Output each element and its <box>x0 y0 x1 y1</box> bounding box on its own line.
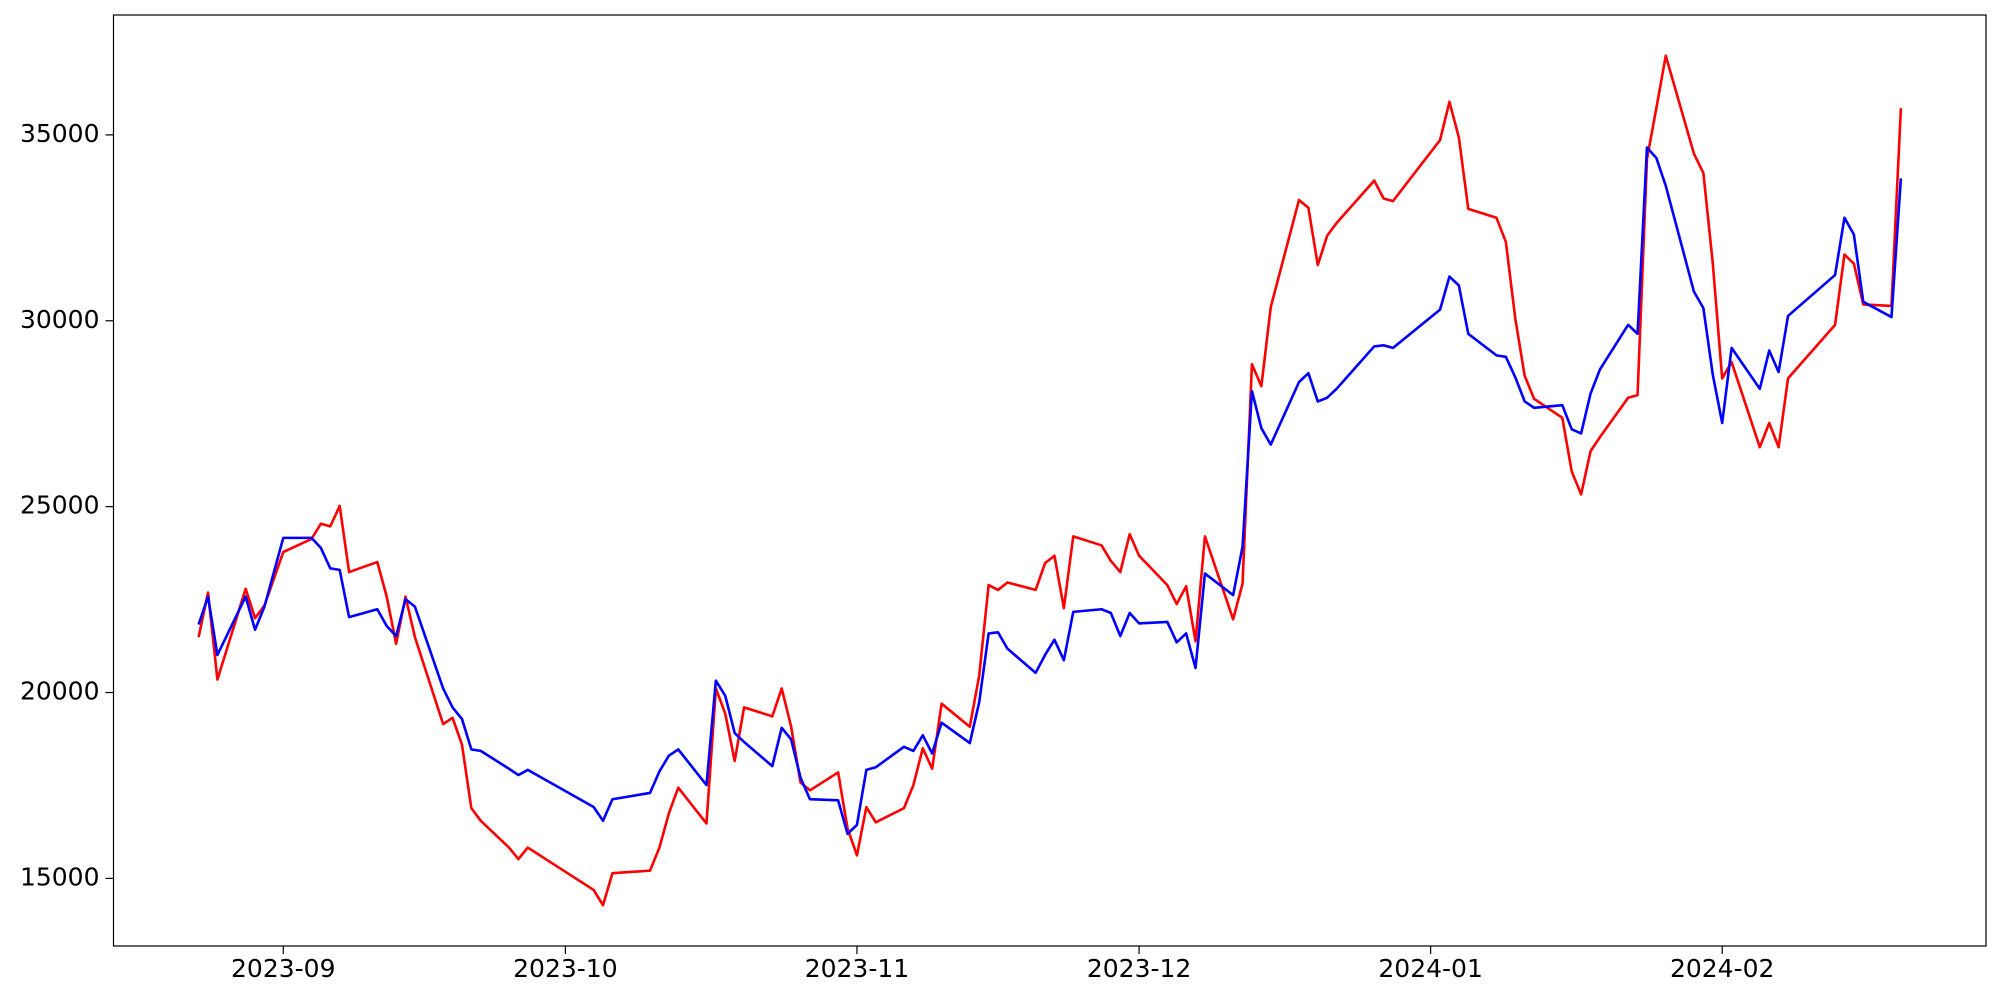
x-tick-label: 2024-01 <box>1378 954 1482 983</box>
plot-frame <box>112 14 1987 947</box>
y-tick-label: 30000 <box>20 305 100 334</box>
series-line <box>197 146 1903 836</box>
y-tick-label: 35000 <box>20 119 100 148</box>
y-tick-label: 25000 <box>20 491 100 520</box>
y-tick-label: 20000 <box>20 677 100 706</box>
x-tick-label: 2023-09 <box>231 954 335 983</box>
x-tick-label: 2024-02 <box>1670 954 1774 983</box>
series-line <box>197 54 1903 907</box>
x-tick-label: 2023-10 <box>513 954 617 983</box>
y-tick-label: 15000 <box>20 862 100 891</box>
x-tick-label: 2023-11 <box>805 954 909 983</box>
x-tick-label: 2023-12 <box>1087 954 1191 983</box>
